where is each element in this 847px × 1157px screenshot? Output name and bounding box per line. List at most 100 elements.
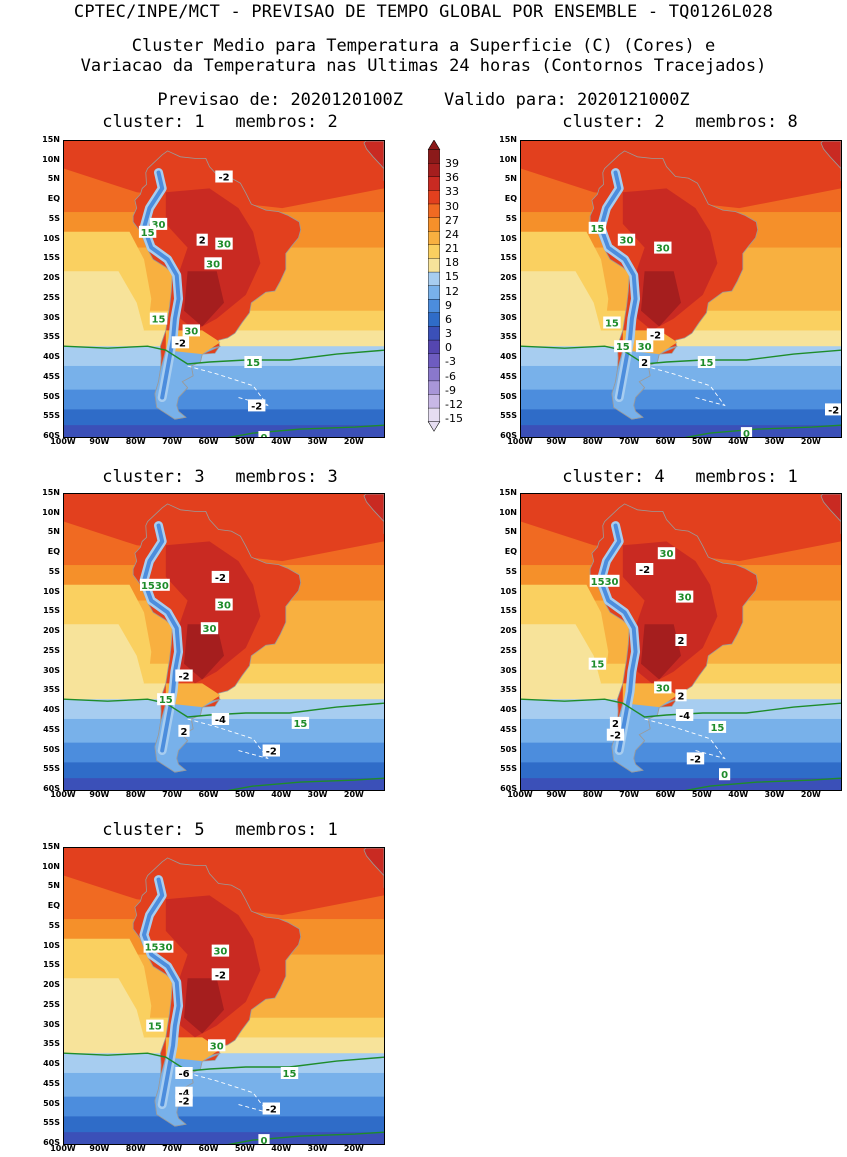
contour-label-box — [654, 241, 672, 254]
latitude-tick-label: 45S — [43, 1078, 60, 1088]
contour-label-text: 2 — [678, 691, 685, 702]
map-canvas: 15 30 30 15 -2 15 30 2 15 -2 0 — [521, 141, 841, 437]
latitude-tick-label: 5N — [504, 174, 517, 184]
longitude-tick-label: 20W — [800, 437, 821, 446]
ocean-temperature-band — [64, 346, 384, 367]
longitude-tick-label: 90W — [546, 790, 567, 799]
contour-label-text: 30 — [656, 683, 670, 694]
longitude-tick-label: 70W — [162, 790, 183, 799]
contour-label-text: 30 — [660, 549, 674, 560]
panel-title: cluster: 1 membros: 2 — [102, 112, 338, 132]
longitude-tick-label: 70W — [619, 790, 640, 799]
contour-label-text: -2 — [251, 401, 262, 412]
contour-label-text: 30 — [217, 240, 231, 251]
contour-label-text: 0 — [261, 1136, 268, 1144]
latitude-tick-label: 55S — [43, 1118, 60, 1128]
colorbar-tick-label: 36 — [445, 171, 459, 185]
latitude-tick-label: EQ — [47, 547, 60, 557]
latitude-tick-label: 50S — [43, 1098, 60, 1108]
contour-label-box — [143, 940, 174, 953]
contour-label-text: -2 — [218, 173, 229, 184]
contour-label-text: 0 — [261, 433, 268, 437]
contour-label: 0 — [719, 768, 731, 781]
longitude-tick-label: 70W — [619, 437, 640, 446]
longitude-tick-label: 40W — [728, 437, 749, 446]
longitude-tick-label: 30W — [307, 437, 328, 446]
latitude-tick-label: 5S — [505, 566, 517, 576]
latitude-tick-label: 60S — [43, 784, 60, 793]
longitude-tick-label: 80W — [582, 437, 603, 446]
ocean-temperature-band — [64, 742, 384, 763]
contour-label: 15 — [291, 716, 310, 730]
pampas-mild-land — [165, 683, 221, 708]
contour-label-box — [149, 312, 168, 325]
latitude-tick-label: 25S — [43, 292, 60, 302]
contour-label: 30 — [654, 681, 672, 694]
colorbar-bottom-arrow — [427, 421, 441, 432]
latitude-tick-label: 5S — [505, 213, 517, 223]
contour-label-box — [140, 578, 170, 591]
ocean-temperature-band — [64, 1096, 384, 1117]
subtitle-line-1: Cluster Medio para Temperatura a Superfi… — [131, 36, 716, 56]
contour-15-line — [64, 345, 384, 365]
colorbar-swatch — [428, 163, 440, 178]
contour-label-box — [200, 622, 219, 635]
contour-label-box — [211, 968, 230, 981]
contour-label-text: 30 — [184, 326, 198, 337]
contour-label: 30 — [215, 598, 233, 612]
andes-cold-core — [142, 877, 181, 1107]
longitude-tick-label: 20W — [800, 790, 821, 799]
contour-15-line — [521, 698, 841, 718]
latitude-tick-label: 25S — [43, 999, 60, 1009]
africa-land — [363, 141, 384, 181]
contour-label: 0 — [740, 427, 753, 437]
latitude-tick-label: 45S — [500, 371, 517, 381]
contour-label-box — [280, 1067, 299, 1079]
longitude-tick-label: 50W — [691, 437, 712, 446]
map-canvas: -2 1530 30 30 -2 15 -4 15 2 -2 — [64, 494, 384, 790]
panel-title: cluster: 2 membros: 8 — [562, 112, 798, 132]
latitude-tick-label: EQ — [47, 901, 60, 911]
andes-cold-core — [142, 170, 181, 400]
contour-label: 30 — [635, 340, 654, 353]
contour-label-box — [654, 681, 672, 694]
latitude-tick-label: 45S — [43, 724, 60, 734]
contour-label-box — [740, 427, 753, 437]
longitude-tick-label: 80W — [125, 1144, 146, 1153]
contour-label-text: 2 — [181, 727, 188, 738]
latitude-tick-label: 50S — [500, 744, 517, 754]
contour-label-text: -2 — [650, 330, 661, 341]
temperature-map: 15 30 30 15 -2 15 30 2 15 -2 0 — [520, 140, 842, 438]
contour-label-box — [182, 324, 200, 337]
latitude-tick-label: 60S — [43, 1138, 60, 1147]
contour-label-box — [204, 257, 222, 270]
contour-label: 0 — [258, 431, 270, 437]
latitude-tick-label: 50S — [500, 391, 517, 401]
colorbar-swatch — [428, 217, 440, 232]
latitude-tick-label: 35S — [43, 1039, 60, 1049]
temperature-map: 1530 30 -2 15 30 -6 15 -4 -2 -2 0 — [63, 847, 385, 1145]
contour-label-text: 30 — [678, 593, 692, 604]
contour-label-text: 15 — [159, 695, 173, 706]
contour-label-text: 30 — [206, 259, 220, 270]
latitude-tick-label: 40S — [43, 705, 60, 715]
longitude-tick-label: 20W — [343, 1144, 364, 1153]
latitude-tick-label: 55S — [43, 411, 60, 421]
latitude-tick-label: 10N — [42, 154, 60, 164]
contour-label-box — [208, 1039, 226, 1052]
colorbar-tick-label: -9 — [445, 383, 456, 397]
colorbar-tick-label: 12 — [445, 284, 459, 298]
latitude-tick-label: 50S — [43, 391, 60, 401]
contour-label-text: 15 — [605, 319, 619, 330]
andes-cold-core — [142, 523, 181, 753]
panel-title: cluster: 5 membros: 1 — [102, 820, 338, 840]
contour-label-box — [157, 693, 175, 706]
latitude-tick-label: 40S — [500, 705, 517, 715]
contour-label-box — [244, 356, 262, 368]
ocean-temperature-band — [64, 389, 384, 410]
colorbar-tick-label: 0 — [445, 341, 452, 355]
latitude-tick-label: 10S — [500, 586, 517, 596]
contour-15-line — [64, 1052, 384, 1072]
ocean-temperature-band — [521, 742, 841, 763]
